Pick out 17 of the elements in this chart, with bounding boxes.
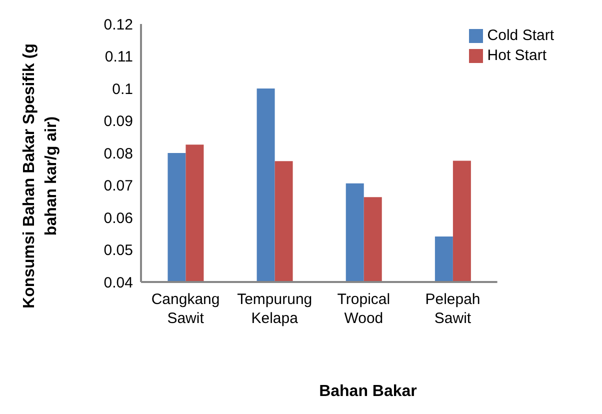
legend-label: Hot Start [487, 47, 546, 64]
legend-label: Cold Start [487, 27, 554, 44]
y-tick-label: 0.09 [104, 113, 133, 130]
y-tick-label: 0.11 [104, 48, 133, 66]
y-tick-label: 0.05 [104, 242, 133, 260]
y-tick-label: 0.04 [104, 274, 133, 292]
x-axis-title: Bahan Bakar [319, 383, 417, 400]
x-tick-label: Pelepah Sawit [425, 291, 480, 327]
x-tick-label: Cangkang Sawit [151, 291, 220, 327]
y-tick-label: 0.08 [104, 145, 133, 162]
y-tick-label: 0.12 [104, 16, 133, 34]
y-tick-label: 0.06 [104, 210, 133, 227]
y-tick-label: 0.07 [104, 178, 133, 195]
x-tick-label: Tempurung Kelapa [237, 291, 312, 327]
y-axis-title: Konsumsi Bahan Bakar Spesifik (g bahan kar/g air) [21, 44, 60, 308]
x-tick-label: Tropical Wood [337, 291, 390, 327]
y-tick-label: 0.1 [112, 80, 133, 98]
